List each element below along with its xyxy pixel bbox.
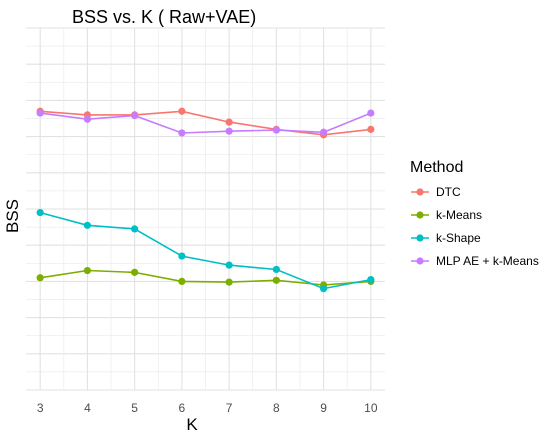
data-point-k-means — [178, 277, 186, 285]
series-line-k-shape — [39, 211, 371, 290]
x-tick-label: 7 — [226, 401, 233, 415]
data-point-k-shape — [319, 285, 328, 293]
x-tick-label: 4 — [84, 401, 91, 415]
legend-label-mlp-ae-k-means: MLP AE + k-Means — [436, 254, 539, 268]
x-tick-labels: 3 4 5 6 7 8 9 10 — [37, 401, 378, 415]
data-point-mlp-ae-k-means — [319, 128, 328, 136]
data-point-k-shape — [131, 225, 139, 233]
data-point-dtc — [367, 125, 375, 133]
data-point-k-means — [36, 274, 44, 282]
data-point-mlp-ae-k-means — [272, 126, 280, 134]
legend-key-point-dtc — [416, 188, 424, 196]
x-axis-label: K — [186, 415, 198, 434]
data-point-k-shape — [272, 265, 280, 274]
data-point-mlp-ae-k-means — [178, 129, 186, 137]
y-axis-label: BSS — [3, 199, 22, 233]
legend: Method DTC k-Means k-Shape MLP AE + k-Means — [410, 159, 539, 268]
data-point-k-means — [225, 278, 233, 286]
legend-label-k-shape: k-Shape — [436, 231, 481, 245]
data-point-k-shape — [36, 209, 44, 217]
series-line-dtc — [40, 110, 371, 136]
chart-title: BSS vs. K ( Raw+VAE) — [72, 7, 256, 27]
data-point-dtc — [225, 118, 233, 126]
data-point-k-shape — [225, 261, 233, 269]
legend-key-point-mlp-ae-k-means — [416, 257, 424, 265]
x-tick-label: 9 — [320, 401, 327, 415]
data-point-mlp-ae-k-means — [36, 109, 44, 117]
legend-key-point-k-shape — [416, 234, 424, 242]
legend-title: Method — [410, 159, 463, 176]
series-points — [36, 107, 375, 293]
data-point-mlp-ae-k-means — [367, 109, 375, 117]
data-point-k-shape — [178, 252, 186, 260]
x-tick-label: 5 — [131, 401, 138, 415]
x-tick-label: 6 — [179, 401, 186, 415]
data-point-k-means — [83, 266, 92, 275]
x-tick-label: 3 — [37, 401, 44, 415]
x-tick-label: 8 — [273, 401, 280, 415]
x-tick-label: 10 — [364, 401, 378, 415]
data-point-k-shape — [83, 221, 92, 229]
data-point-k-means — [131, 268, 139, 276]
data-point-k-shape — [367, 275, 375, 284]
series-line-mlp-ae-k-means — [40, 112, 372, 134]
data-point-mlp-ae-k-means — [83, 115, 92, 123]
grid — [26, 27, 385, 391]
legend-label-k-means: k-Means — [436, 208, 482, 222]
legend-key-point-k-means — [416, 211, 424, 219]
data-point-mlp-ae-k-means — [225, 127, 233, 135]
series-lines — [39, 110, 372, 290]
legend-label-dtc: DTC — [436, 185, 461, 199]
series-line-k-means — [40, 269, 371, 286]
data-point-dtc — [178, 107, 186, 115]
data-point-k-means — [272, 276, 280, 284]
data-point-mlp-ae-k-means — [131, 112, 139, 120]
